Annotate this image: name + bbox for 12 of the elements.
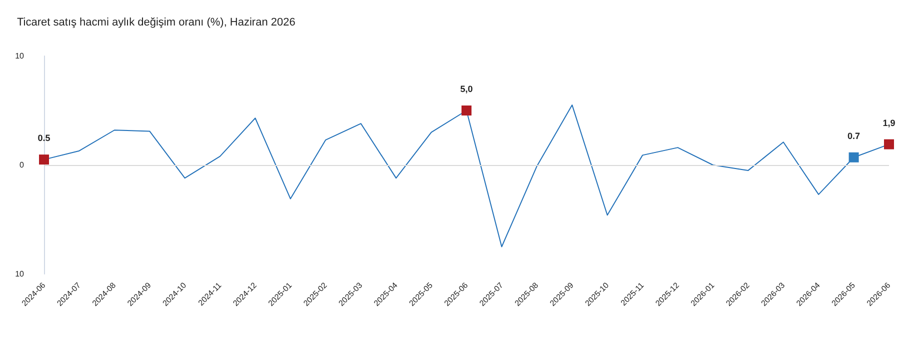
data-label: 0.5 <box>38 133 50 144</box>
point <box>462 106 472 116</box>
point <box>884 139 894 150</box>
chart-title: Ticaret satış hacmi aylık değişim oranı (%), Haziran 2026 <box>17 16 296 28</box>
y-tick-label: 0 <box>20 160 25 170</box>
data-label: 1,9 <box>882 118 896 128</box>
y-tick-label: 10 <box>15 270 25 278</box>
point <box>848 152 859 162</box>
data-label: 0.7 <box>848 130 860 141</box>
data-label: 5,0 <box>460 84 473 94</box>
point <box>39 154 49 165</box>
y-tick-label: 10 <box>15 52 25 60</box>
